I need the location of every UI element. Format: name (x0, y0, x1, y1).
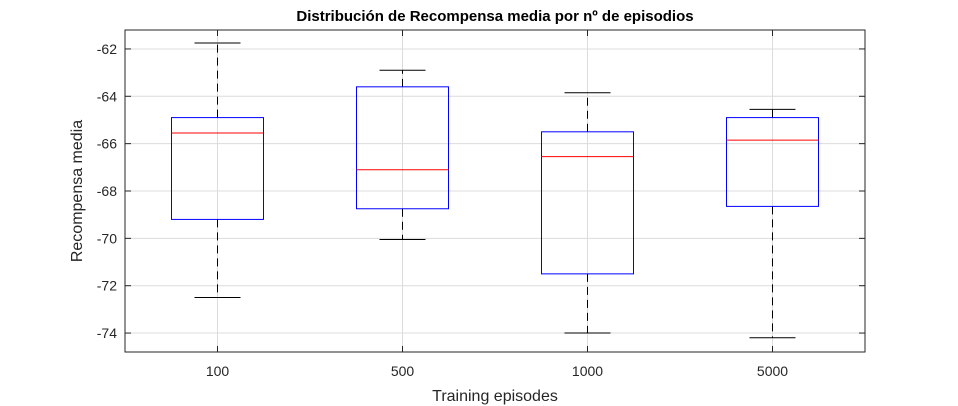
y-tick-label: -70 (97, 230, 117, 246)
iqr-box (541, 131, 634, 275)
box-group-100 (171, 42, 264, 299)
iqr-box (171, 117, 264, 220)
y-tick-label: -74 (97, 325, 117, 341)
y-tick-label: -64 (97, 88, 117, 104)
iqr-box (726, 117, 819, 207)
plot-area (171, 42, 819, 339)
grid (125, 30, 865, 352)
x-tick-label: 1000 (572, 363, 603, 379)
chart-title: Distribución de Recompensa media por nº … (296, 8, 693, 25)
x-tick-label: 500 (391, 363, 415, 379)
y-tick-label: -72 (97, 278, 117, 294)
x-axis-ticks: 100 500 1000 5000 (206, 30, 788, 379)
iqr-box (356, 86, 449, 210)
box-group-1000 (541, 92, 634, 334)
y-tick-label: -66 (97, 136, 117, 152)
y-axis-ticks: -74 -72 -70 -68 -66 -64 -62 (97, 41, 865, 341)
x-axis-label: Training episodes (432, 388, 558, 405)
y-tick-label: -62 (97, 41, 117, 57)
x-tick-label: 5000 (757, 363, 788, 379)
y-axis-label: Recompensa media (69, 120, 86, 262)
y-tick-label: -68 (97, 183, 117, 199)
box-group-500 (356, 69, 449, 241)
box-group-5000 (726, 108, 819, 339)
x-tick-label: 100 (206, 363, 230, 379)
